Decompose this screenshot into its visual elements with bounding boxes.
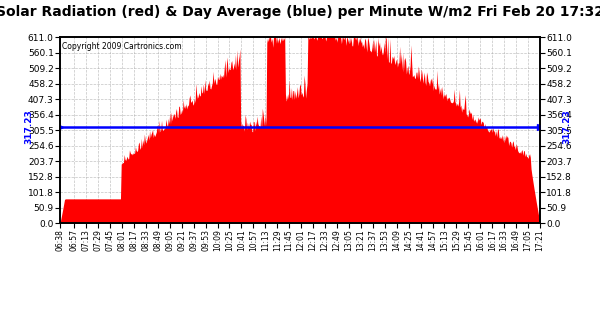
Text: Copyright 2009 Cartronics.com: Copyright 2009 Cartronics.com [62,42,182,51]
Text: 317.23: 317.23 [24,109,34,144]
Text: Solar Radiation (red) & Day Average (blue) per Minute W/m2 Fri Feb 20 17:32: Solar Radiation (red) & Day Average (blu… [0,5,600,19]
Text: 317.23: 317.23 [562,109,571,144]
